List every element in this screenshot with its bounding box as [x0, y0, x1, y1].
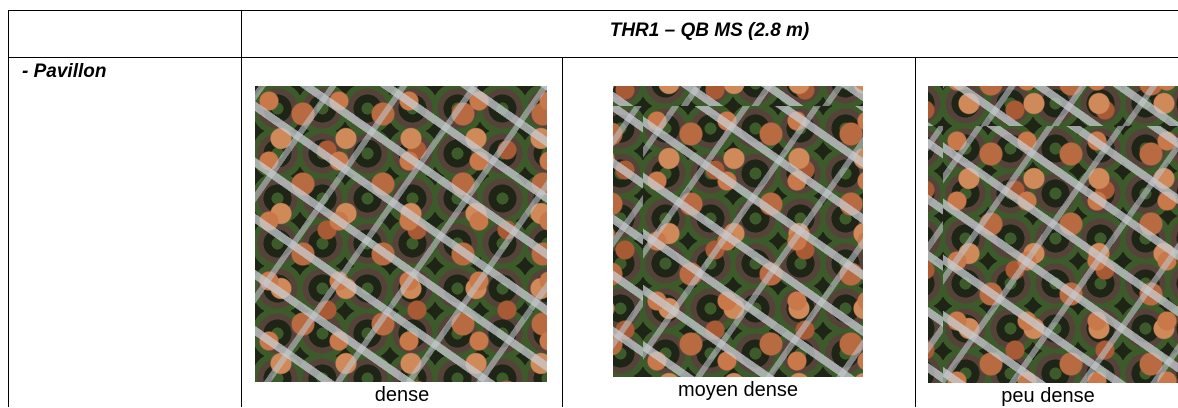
image-caption: peu dense — [1001, 385, 1095, 407]
border — [241, 10, 242, 407]
image-caption: dense — [374, 384, 430, 406]
row-label: - Pavillon — [22, 61, 107, 82]
aerial-image — [613, 86, 863, 377]
header-title: THR1 – QB MS (2.8 m) — [609, 20, 810, 41]
border — [562, 57, 563, 407]
border — [915, 57, 916, 407]
border — [8, 10, 1178, 11]
image-caption: moyen dense — [677, 379, 799, 401]
border — [8, 57, 1178, 58]
border — [8, 10, 9, 407]
aerial-image — [928, 86, 1178, 383]
aerial-image — [255, 86, 547, 382]
